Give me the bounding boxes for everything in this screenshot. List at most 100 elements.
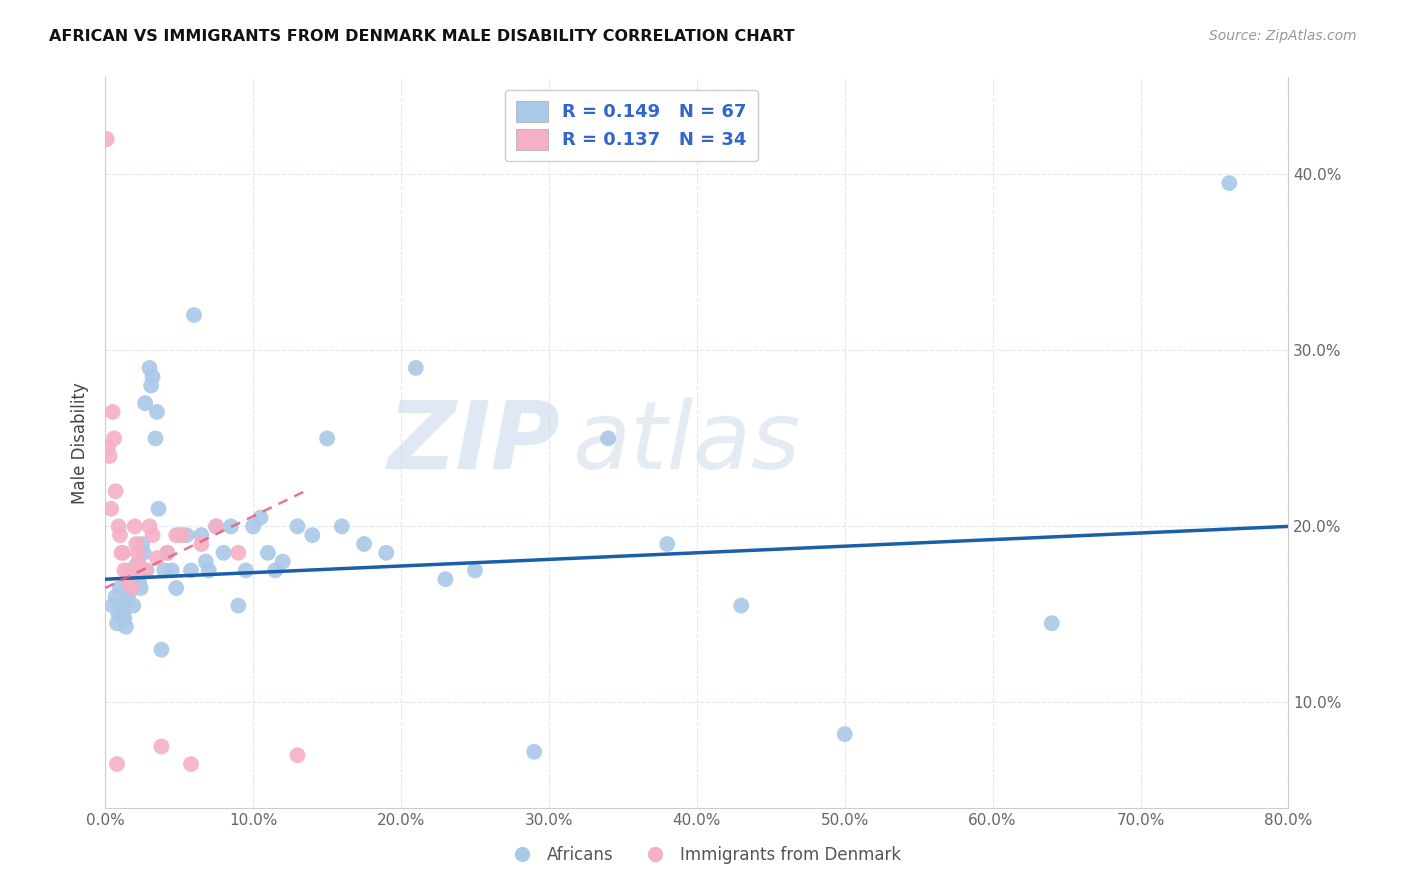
Point	[138, 360, 160, 375]
Legend: Africans, Immigrants from Denmark: Africans, Immigrants from Denmark	[498, 839, 908, 871]
Point	[98, 449, 121, 463]
Point	[108, 581, 131, 595]
Text: AFRICAN VS IMMIGRANTS FROM DENMARK MALE DISABILITY CORRELATION CHART: AFRICAN VS IMMIGRANTS FROM DENMARK MALE …	[49, 29, 794, 44]
Point	[125, 537, 148, 551]
Point	[111, 607, 134, 622]
Point	[104, 484, 127, 499]
Point	[131, 563, 153, 577]
Point	[264, 563, 287, 577]
Point	[128, 575, 150, 590]
Point	[834, 727, 856, 741]
Legend: R = 0.149   N = 67, R = 0.137   N = 34: R = 0.149 N = 67, R = 0.137 N = 34	[505, 90, 758, 161]
Point	[105, 616, 128, 631]
Point	[657, 537, 679, 551]
Point	[146, 551, 169, 566]
Point	[114, 563, 136, 577]
Point	[205, 519, 228, 533]
Point	[107, 519, 129, 533]
Point	[118, 563, 141, 577]
Point	[96, 132, 118, 146]
Point	[434, 572, 457, 586]
Point	[145, 431, 167, 445]
Point	[219, 519, 242, 533]
Point	[150, 739, 173, 754]
Point	[1040, 616, 1063, 631]
Point	[108, 528, 131, 542]
Point	[111, 546, 134, 560]
Point	[103, 431, 125, 445]
Point	[330, 519, 353, 533]
Point	[127, 568, 149, 582]
Point	[180, 563, 202, 577]
Point	[134, 396, 156, 410]
Point	[138, 519, 160, 533]
Point	[156, 546, 179, 560]
Point	[190, 528, 212, 542]
Point	[100, 501, 122, 516]
Point	[165, 581, 187, 595]
Point	[197, 563, 219, 577]
Point	[115, 620, 138, 634]
Point	[316, 431, 339, 445]
Point	[249, 510, 271, 524]
Point	[228, 546, 250, 560]
Point	[148, 501, 170, 516]
Point	[121, 581, 143, 595]
Text: Source: ZipAtlas.com: Source: ZipAtlas.com	[1209, 29, 1357, 43]
Point	[121, 581, 143, 595]
Point	[104, 590, 127, 604]
Point	[228, 599, 250, 613]
Point	[212, 546, 235, 560]
Point	[107, 607, 129, 622]
Point	[205, 519, 228, 533]
Point	[165, 528, 187, 542]
Point	[257, 546, 280, 560]
Point	[118, 586, 141, 600]
Point	[405, 360, 427, 375]
Point	[132, 546, 155, 560]
Point	[464, 563, 486, 577]
Point	[135, 563, 157, 577]
Point	[129, 581, 152, 595]
Point	[1218, 176, 1240, 190]
Point	[160, 563, 183, 577]
Point	[523, 745, 546, 759]
Point	[117, 593, 139, 607]
Point	[101, 405, 124, 419]
Point	[122, 599, 145, 613]
Point	[114, 611, 136, 625]
Point	[235, 563, 257, 577]
Point	[110, 599, 132, 613]
Point	[190, 537, 212, 551]
Point	[375, 546, 398, 560]
Point	[125, 558, 148, 573]
Point	[183, 308, 205, 322]
Point	[139, 378, 162, 392]
Point	[124, 563, 146, 577]
Point	[287, 748, 309, 763]
Point	[242, 519, 264, 533]
Point	[150, 642, 173, 657]
Point	[101, 599, 124, 613]
Point	[172, 528, 194, 542]
Point	[141, 369, 163, 384]
Point	[167, 528, 190, 542]
Point	[156, 546, 179, 560]
Point	[176, 528, 198, 542]
Point	[353, 537, 375, 551]
Point	[134, 563, 156, 577]
Point	[287, 519, 309, 533]
Point	[153, 563, 176, 577]
Point	[301, 528, 323, 542]
Point	[124, 519, 146, 533]
Point	[110, 546, 132, 560]
Point	[194, 555, 217, 569]
Point	[120, 572, 142, 586]
Point	[127, 546, 149, 560]
Point	[131, 537, 153, 551]
Point	[271, 555, 294, 569]
Text: ZIP: ZIP	[388, 397, 561, 489]
Text: atlas: atlas	[572, 397, 801, 488]
Point	[117, 572, 139, 586]
Point	[146, 405, 169, 419]
